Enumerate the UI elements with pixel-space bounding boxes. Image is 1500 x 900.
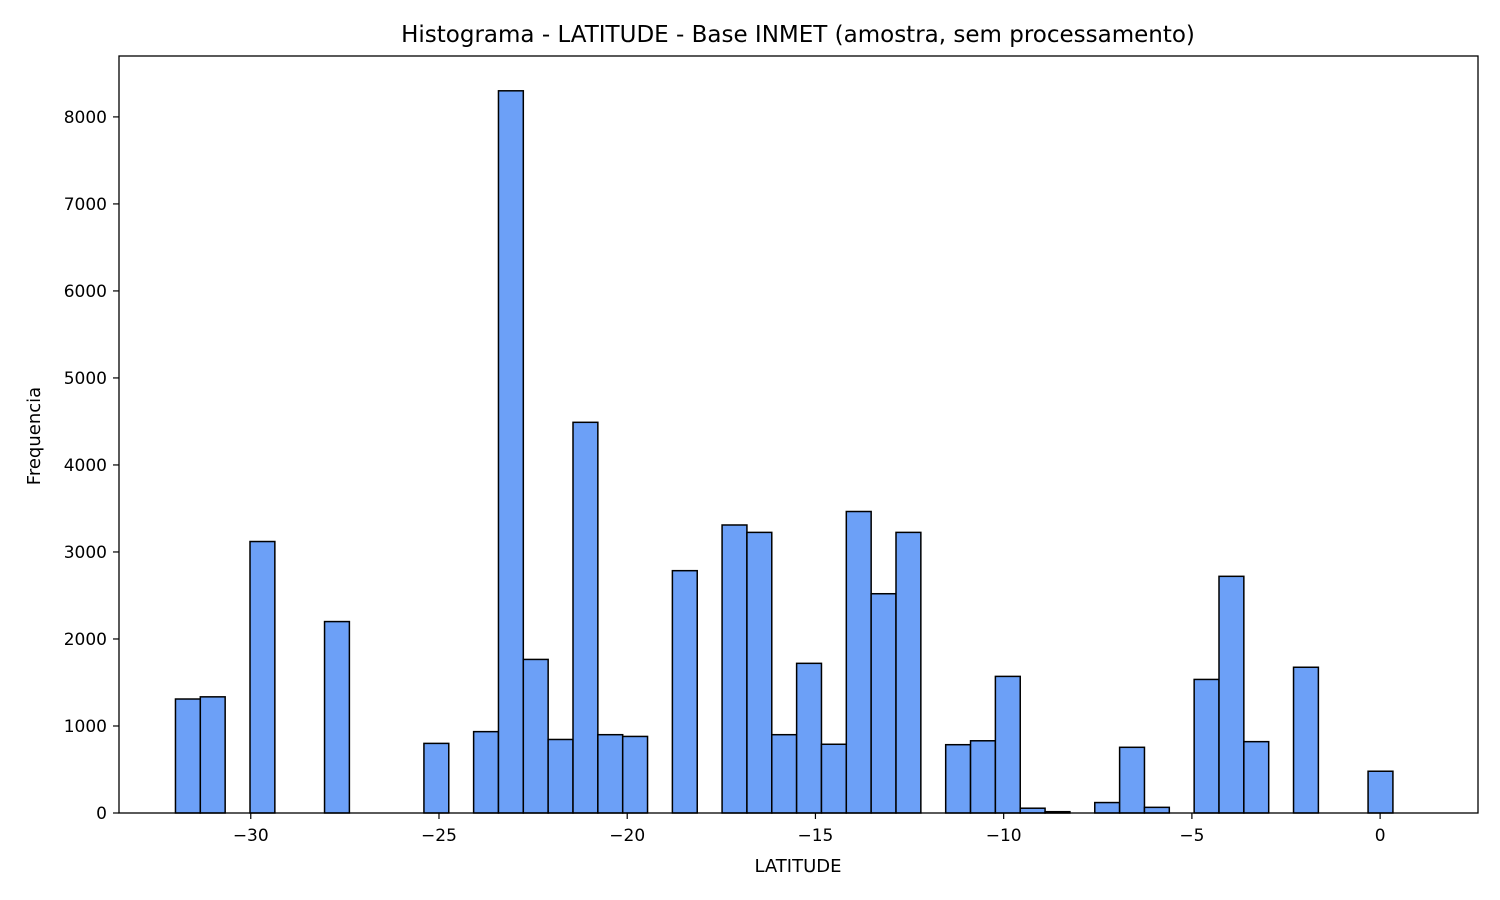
histogram-bar xyxy=(174,698,202,814)
histogram-bar xyxy=(199,696,226,814)
histogram-bar xyxy=(547,738,574,814)
y-tick-label: 5000 xyxy=(64,369,107,389)
x-axis-ticks: −30 −25 −20 −15 −10 −5 0 xyxy=(233,813,1386,846)
histogram-bar xyxy=(721,524,748,814)
histogram-bar xyxy=(969,740,997,814)
histogram-bar xyxy=(870,592,897,814)
y-axis-ticks: 0 1000 2000 3000 4000 5000 6000 7000 8000 xyxy=(64,108,119,824)
histogram-bar xyxy=(1143,806,1171,814)
y-axis-label: Frequencia xyxy=(24,387,45,485)
histogram-bar xyxy=(994,675,1021,814)
chart-title: Histograma - LATITUDE - Base INMET (amos… xyxy=(401,22,1195,48)
x-tick-label: 0 xyxy=(1375,826,1386,846)
y-tick-label: 2000 xyxy=(64,630,107,650)
plot-area-frame xyxy=(118,55,1479,814)
x-axis-label: LATITUDE xyxy=(754,856,841,877)
x-tick-label: −30 xyxy=(233,826,269,846)
histogram-bar xyxy=(1118,746,1146,814)
histogram-bar xyxy=(249,540,276,814)
histogram-bar xyxy=(671,569,698,814)
histogram-bar xyxy=(1193,678,1220,814)
histogram-bar xyxy=(771,733,798,814)
histogram-bar xyxy=(1243,740,1270,814)
histogram-bar xyxy=(746,531,773,814)
x-tick-label: −25 xyxy=(421,826,457,846)
histogram-bar xyxy=(820,743,848,814)
histogram-bar xyxy=(572,421,599,814)
y-tick-label: 6000 xyxy=(64,282,107,302)
histogram-bar xyxy=(1218,575,1245,814)
histogram-bar xyxy=(944,743,972,814)
histogram-bar xyxy=(895,531,922,814)
x-tick-label: −5 xyxy=(1179,826,1204,846)
histogram-bar xyxy=(497,90,525,814)
y-tick-label: 8000 xyxy=(64,108,107,128)
y-tick-label: 1000 xyxy=(64,717,107,737)
histogram-bar xyxy=(522,658,549,814)
x-tick-label: −20 xyxy=(609,826,645,846)
histogram-bar xyxy=(1019,807,1046,814)
histogram-bar xyxy=(1094,801,1121,814)
histogram-bar xyxy=(621,735,649,814)
histogram-bar xyxy=(1367,770,1394,814)
histogram-bar xyxy=(472,730,500,814)
x-tick-label: −15 xyxy=(797,826,833,846)
x-tick-label: −10 xyxy=(986,826,1022,846)
histogram-bar xyxy=(323,620,351,814)
y-tick-label: 7000 xyxy=(64,195,107,215)
y-tick-label: 4000 xyxy=(64,456,107,476)
y-tick-label: 3000 xyxy=(64,543,107,563)
histogram-bar xyxy=(1292,666,1320,814)
histogram-bar xyxy=(795,662,823,814)
histogram-bar xyxy=(423,742,450,814)
y-tick-label: 0 xyxy=(96,804,107,824)
histogram-bar xyxy=(597,733,624,814)
histogram-bar xyxy=(845,510,872,814)
bars-group xyxy=(174,90,1394,814)
